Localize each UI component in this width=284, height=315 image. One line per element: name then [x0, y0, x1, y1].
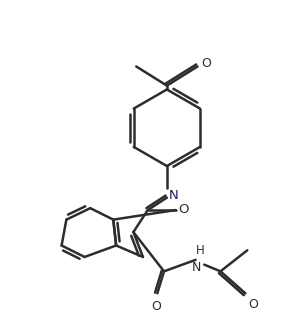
Text: O: O — [178, 203, 189, 215]
Text: O: O — [248, 298, 258, 311]
Text: N: N — [169, 189, 179, 202]
Text: O: O — [151, 300, 161, 313]
Text: O: O — [201, 57, 211, 70]
Text: H: H — [196, 244, 204, 257]
Text: N: N — [192, 261, 201, 274]
